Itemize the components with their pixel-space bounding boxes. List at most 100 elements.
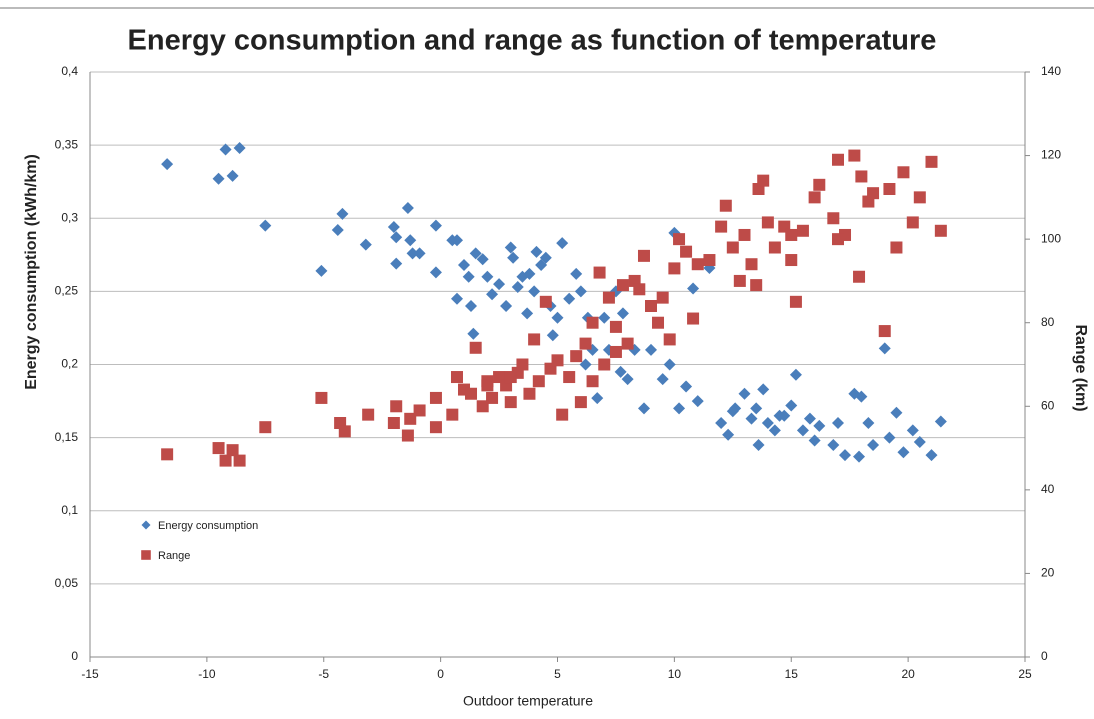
point bbox=[691, 258, 704, 271]
point bbox=[848, 149, 861, 162]
point bbox=[890, 241, 903, 254]
point bbox=[602, 291, 615, 304]
point bbox=[598, 311, 611, 324]
point bbox=[226, 444, 239, 457]
point bbox=[390, 400, 403, 413]
point bbox=[913, 436, 926, 449]
point bbox=[390, 257, 403, 270]
y-tick-label: 0,1 bbox=[61, 503, 78, 517]
point bbox=[637, 249, 650, 262]
point bbox=[458, 259, 470, 272]
y2-tick-label: 60 bbox=[1041, 398, 1055, 412]
point bbox=[493, 278, 506, 291]
point bbox=[579, 358, 592, 371]
y2-tick-label: 0 bbox=[1041, 649, 1048, 663]
point bbox=[673, 402, 686, 415]
point bbox=[934, 224, 947, 237]
y2-tick-label: 140 bbox=[1041, 64, 1061, 78]
point bbox=[633, 283, 646, 296]
point bbox=[761, 417, 774, 429]
point bbox=[867, 438, 880, 451]
point bbox=[315, 391, 328, 404]
point bbox=[853, 270, 866, 283]
point bbox=[161, 158, 174, 171]
point bbox=[890, 406, 903, 419]
point bbox=[853, 450, 866, 463]
point bbox=[551, 311, 564, 324]
point bbox=[336, 207, 349, 220]
point bbox=[233, 142, 246, 155]
point bbox=[362, 408, 375, 421]
point bbox=[591, 392, 604, 405]
point bbox=[586, 375, 599, 388]
point bbox=[579, 337, 592, 350]
point bbox=[401, 202, 414, 215]
y-tick-label: 0 bbox=[71, 649, 78, 663]
point bbox=[539, 295, 552, 308]
chart-title: Energy consumption and range as function… bbox=[128, 25, 937, 57]
point bbox=[609, 320, 622, 333]
point bbox=[528, 333, 541, 346]
point bbox=[331, 223, 344, 236]
point bbox=[832, 417, 844, 429]
point bbox=[315, 264, 328, 277]
point bbox=[925, 155, 938, 168]
point bbox=[570, 350, 583, 363]
point bbox=[574, 285, 587, 298]
x-tick-label: 15 bbox=[785, 667, 799, 681]
point bbox=[429, 391, 442, 404]
point bbox=[691, 395, 704, 408]
point bbox=[808, 191, 821, 204]
x-tick-label: 10 bbox=[668, 667, 682, 681]
point bbox=[465, 387, 478, 400]
point bbox=[500, 300, 513, 312]
point bbox=[656, 373, 669, 386]
point bbox=[598, 358, 611, 371]
legend-label: Range bbox=[158, 550, 190, 562]
point bbox=[413, 247, 426, 260]
point bbox=[750, 279, 763, 292]
point bbox=[609, 345, 622, 358]
point bbox=[827, 212, 840, 225]
point bbox=[897, 446, 910, 459]
point bbox=[387, 221, 400, 234]
point bbox=[521, 307, 534, 320]
point bbox=[789, 295, 802, 308]
point bbox=[813, 419, 826, 432]
point bbox=[450, 292, 463, 305]
point bbox=[429, 421, 442, 434]
point bbox=[401, 429, 414, 442]
point bbox=[715, 220, 728, 233]
point bbox=[614, 365, 627, 378]
point bbox=[906, 216, 919, 229]
point bbox=[516, 358, 529, 371]
point bbox=[593, 266, 606, 279]
point bbox=[226, 169, 239, 182]
point bbox=[855, 390, 868, 403]
y-tick-label: 0,4 bbox=[61, 64, 78, 78]
point bbox=[486, 391, 499, 404]
x-tick-label: 5 bbox=[554, 667, 561, 681]
point bbox=[726, 241, 739, 254]
point bbox=[761, 216, 774, 229]
point bbox=[645, 300, 657, 312]
point bbox=[486, 288, 499, 301]
point bbox=[450, 234, 463, 247]
point bbox=[212, 172, 225, 185]
point bbox=[827, 438, 840, 451]
point bbox=[668, 262, 681, 275]
y2-tick-label: 20 bbox=[1041, 566, 1055, 580]
point bbox=[212, 442, 225, 455]
point bbox=[673, 233, 686, 246]
point bbox=[616, 279, 629, 292]
point bbox=[387, 417, 400, 429]
x-tick-label: 0 bbox=[437, 667, 444, 681]
point bbox=[532, 375, 545, 388]
y-tick-label: 0,3 bbox=[61, 210, 78, 224]
point bbox=[523, 387, 536, 400]
point bbox=[219, 454, 232, 467]
point bbox=[481, 270, 494, 283]
point bbox=[773, 409, 786, 422]
point bbox=[796, 224, 809, 237]
